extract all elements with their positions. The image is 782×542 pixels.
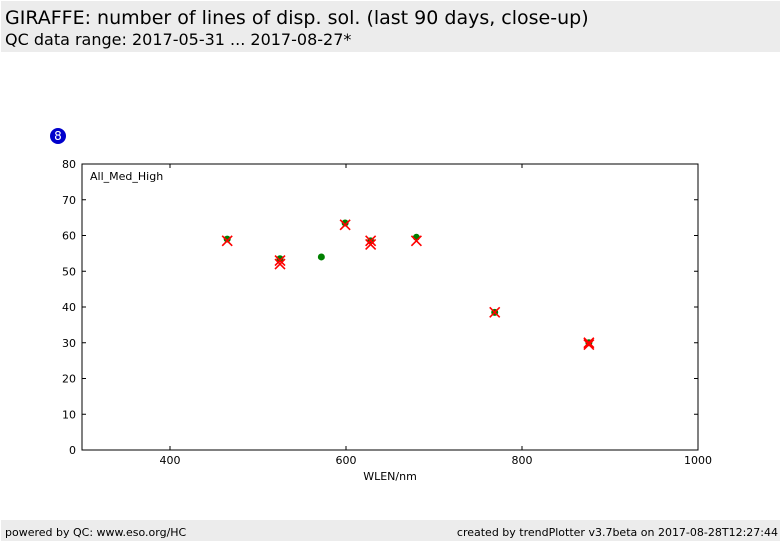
data-point-cross — [339, 219, 351, 231]
series-annotation: All_Med_High — [90, 170, 163, 183]
data-point-circle — [341, 219, 349, 227]
header-bar: GIRAFFE: number of lines of disp. sol. (… — [1, 1, 780, 52]
data-point-cross — [489, 306, 501, 318]
y-tick-label: 0 — [69, 444, 76, 457]
y-tick-label: 80 — [62, 158, 76, 171]
plot-number-badge: 8 — [50, 128, 66, 144]
data-point-cross — [583, 338, 595, 351]
y-tick-label: 60 — [62, 230, 76, 243]
footer-powered-by: powered by QC: www.eso.org/HC — [5, 526, 187, 539]
data-point-cross — [365, 235, 377, 247]
y-tick-label: 50 — [62, 265, 76, 278]
data-point-cross — [583, 337, 595, 349]
x-tick-label: 1000 — [684, 454, 712, 467]
y-tick-label: 30 — [62, 337, 76, 350]
footer-bar: powered by QC: www.eso.org/HC created by… — [1, 520, 780, 541]
data-point-cross — [365, 238, 377, 251]
footer-created-by: created by trendPlotter v3.7beta on 2017… — [456, 526, 778, 539]
data-point-cross — [274, 258, 286, 270]
y-tick-label: 70 — [62, 194, 76, 207]
data-range-subtitle: QC data range: 2017-05-31 ... 2017-08-27… — [5, 30, 352, 49]
y-tick-label: 40 — [62, 301, 76, 314]
y-tick-label: 20 — [62, 373, 76, 386]
x-tick-label: 600 — [336, 454, 357, 467]
data-point-cross — [274, 254, 286, 267]
page-title: GIRAFFE: number of lines of disp. sol. (… — [5, 7, 589, 29]
x-tick-label: 400 — [160, 454, 181, 467]
plot-area-frame — [81, 163, 699, 451]
data-point-circle — [276, 255, 284, 263]
data-point-circle — [317, 253, 325, 261]
data-point-circle — [223, 235, 231, 243]
y-tick-label: 10 — [62, 408, 76, 421]
data-point-cross — [221, 235, 233, 247]
x-tick-label: 800 — [512, 454, 533, 467]
x-axis-label: WLEN/nm — [363, 470, 417, 483]
data-point-cross — [410, 235, 422, 247]
